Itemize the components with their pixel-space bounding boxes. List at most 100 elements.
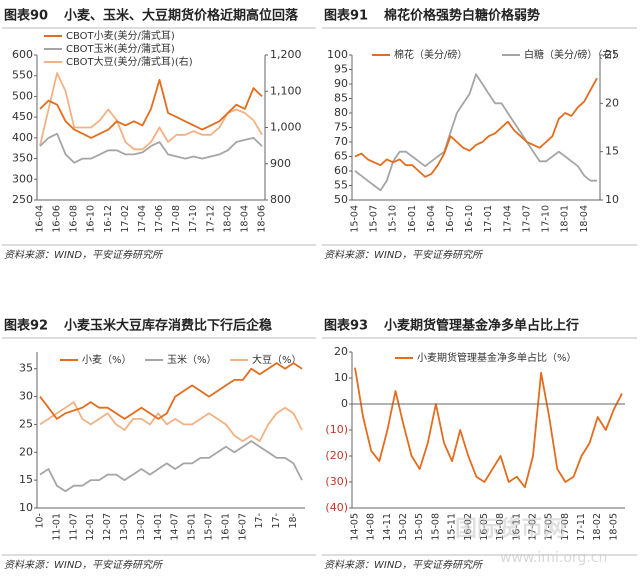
x-tick-label: 15-07 [369, 205, 380, 233]
x-tick-label: 11-01 [51, 513, 62, 541]
y-tick-label: 90 [334, 77, 348, 90]
legend-label: 白糖（美分/磅）（右） [524, 48, 622, 61]
x-tick-label: 16-01 [407, 205, 418, 233]
x-tick-label: 17-05 [544, 513, 555, 541]
y-tick-label: 350 [12, 152, 33, 165]
y-tick-label: 35 [19, 362, 33, 375]
y-tick-label: 70 [334, 135, 348, 148]
chart-label: 图表91 [324, 8, 368, 24]
x-tick-label: 16-10 [86, 205, 97, 233]
x-tick-label: 15-07 [204, 513, 215, 541]
legend-label: 大豆（%） [252, 353, 302, 366]
x-tick-label: 17-02 [120, 205, 131, 233]
x-tick-label: 16-08 [69, 205, 80, 233]
y2-tick-label: 1,200 [270, 48, 302, 61]
series-line [354, 367, 623, 489]
y-tick-label: 30 [19, 390, 33, 403]
series-line [39, 79, 263, 139]
x-tick-label: 16-06 [52, 205, 63, 233]
x-tick-label: 16-01 [220, 513, 231, 541]
x-tick-label: 17-08 [171, 205, 182, 233]
y-tick-label: 400 [12, 131, 33, 144]
x-tick-label: 17- [271, 513, 282, 529]
series-line [39, 132, 263, 164]
x-tick-label: 17- [254, 513, 265, 529]
y-tick-label: 50 [334, 193, 348, 206]
y2-tick-label: 800 [270, 193, 291, 206]
chart-label: 图表92 [4, 318, 48, 334]
y-tick-label: 15 [19, 473, 33, 486]
x-tick-label: 17-07 [521, 205, 532, 233]
y2-tick-label: 20 [605, 96, 619, 109]
source: 资料来源：WIND，平安证券研究所 [4, 559, 164, 571]
x-tick-label: 14-05 [350, 513, 361, 541]
x-tick-label: 17-04 [502, 205, 513, 233]
series-line [354, 77, 598, 178]
y-tick-label: 80 [334, 106, 348, 119]
y-tick-label: 550 [12, 69, 33, 82]
y-tick-label: 250 [12, 193, 33, 206]
watermark: 国际货币网 [455, 516, 565, 542]
x-tick-label: 17-10 [188, 205, 199, 233]
x-tick-label: 12-07 [102, 513, 113, 541]
legend-label: 小麦期货管理基金净多单占比（%） [417, 351, 577, 364]
y-tick-label: (40) [325, 501, 348, 514]
x-tick-label: 16-05 [479, 513, 490, 541]
x-tick-label: 17-10 [541, 205, 552, 233]
x-tick-label: 15-08 [430, 513, 441, 541]
chart-title: 小麦、玉米、大豆期货价格近期高位回落 [64, 8, 299, 24]
y-tick-label: 10 [334, 371, 348, 384]
x-tick-label: 15-05 [414, 513, 425, 541]
x-tick-label: 13-01 [119, 513, 130, 541]
x-tick-label: 18-02 [592, 513, 603, 541]
y2-tick-label: 1,100 [270, 84, 302, 97]
x-tick-label: 17-06 [154, 205, 165, 233]
x-tick-label: 17-11 [576, 513, 587, 541]
series-line [39, 72, 263, 151]
y2-tick-label: 25 [605, 48, 619, 61]
y2-tick-label: 900 [270, 157, 291, 170]
y-tick-label: 10 [19, 501, 33, 514]
y-tick-label: 75 [334, 121, 348, 134]
chart-title: 小麦玉米大豆库存消费比下行后企稳 [64, 318, 272, 334]
source: 资料来源：WIND，平安证券研究所 [324, 559, 484, 571]
x-tick-label: 16-08 [495, 513, 506, 541]
x-tick-label: 14-01 [153, 513, 164, 541]
x-tick-label: 16-02 [463, 513, 474, 541]
y-tick-label: 25 [19, 417, 33, 430]
x-tick-label: 15-10 [388, 205, 399, 233]
x-tick-label: 16-07 [445, 205, 456, 233]
y-tick-label: 95 [334, 63, 348, 76]
legend-label: 棉花（美分/磅） [394, 48, 467, 61]
y-tick-label: 55 [334, 179, 348, 192]
x-tick-label: 16-12 [103, 205, 114, 233]
y-tick-label: 60 [334, 164, 348, 177]
x-tick-label: 18- [288, 513, 299, 529]
source: 资料来源：WIND，平安证券研究所 [324, 249, 484, 261]
x-tick-label: 13-07 [136, 513, 147, 541]
x-tick-label: 12-01 [85, 513, 96, 541]
x-tick-label: 17-01 [483, 205, 494, 233]
x-tick-label: 14-11 [382, 513, 393, 541]
x-tick-label: 16-04 [426, 205, 437, 233]
x-tick-label: 18-04 [579, 205, 590, 233]
x-tick-label: 18-05 [608, 513, 619, 541]
y-tick-label: 85 [334, 92, 348, 105]
x-tick-label: 16-04 [35, 205, 46, 233]
legend-label: CBOT玉米(美分/蒲式耳) [66, 42, 175, 55]
y-tick-label: 300 [12, 172, 33, 185]
legend-label: 玉米（%） [167, 353, 217, 366]
y-tick-label: 20 [334, 345, 348, 358]
x-tick-label: 15-11 [447, 513, 458, 541]
x-tick-label: 11-07 [68, 513, 79, 541]
source: 资料来源：WIND，平安证券研究所 [4, 249, 164, 261]
x-tick-label: 14-08 [366, 513, 377, 541]
x-tick-label: 16-07 [237, 513, 248, 541]
x-tick-label: 15-02 [398, 513, 409, 541]
chart-title: 小麦期货管理基金净多单占比上行 [384, 318, 579, 334]
x-tick-label: 17-12 [205, 205, 216, 233]
x-tick-label: 17-08 [560, 513, 571, 541]
x-tick-label: 16-10 [464, 205, 475, 233]
series-line [39, 440, 303, 493]
